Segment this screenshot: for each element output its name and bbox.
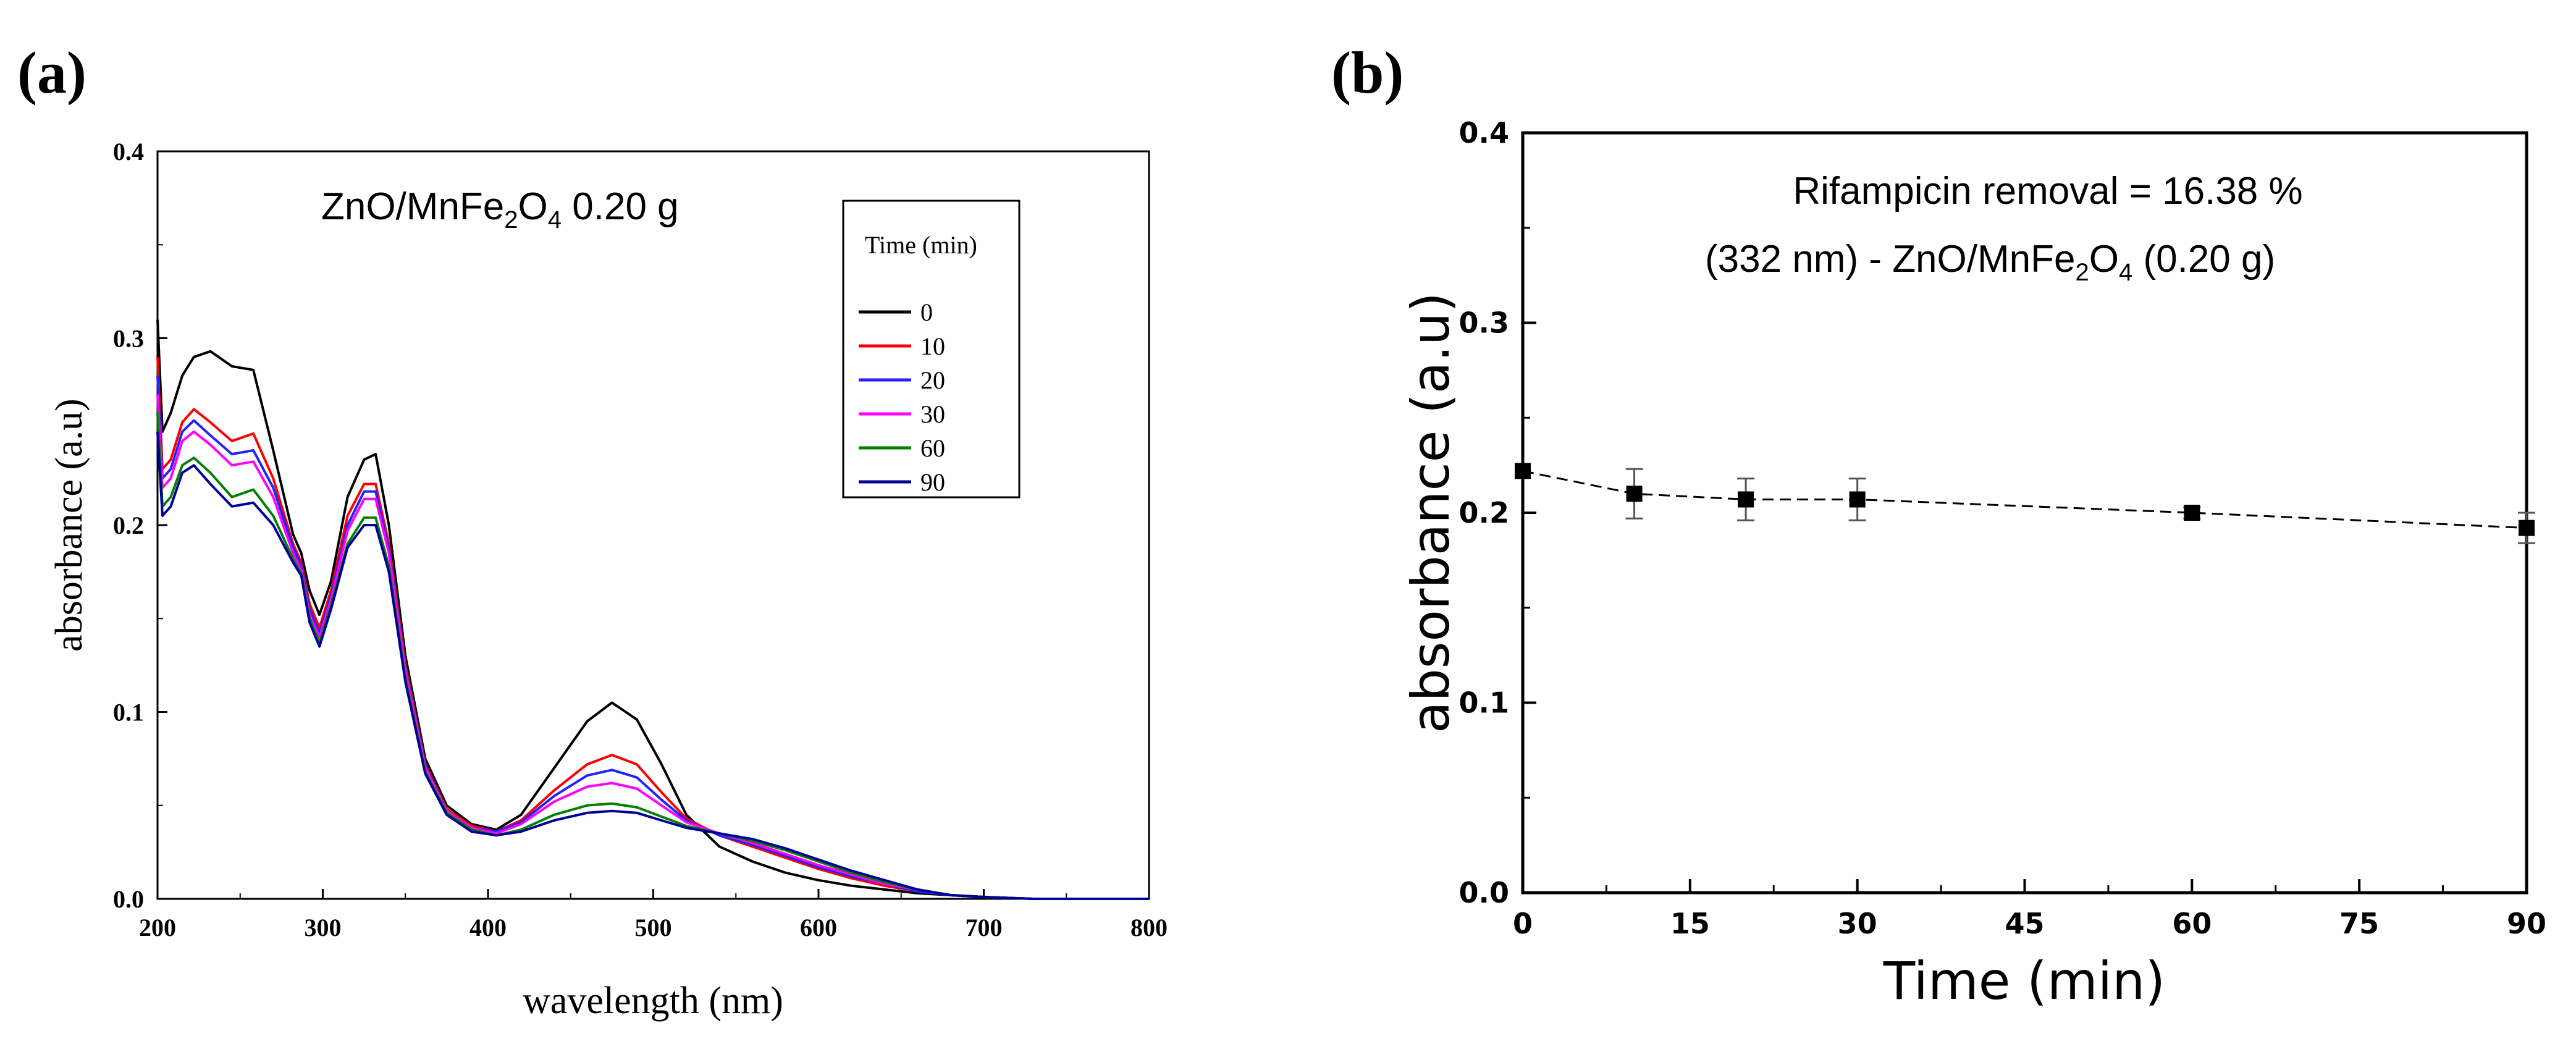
legend-label: 0 [920, 298, 933, 326]
y-tick-label-a: 0.4 [113, 138, 144, 166]
x-tick-label-b: 45 [2005, 907, 2044, 940]
data-point-t10 [1626, 486, 1643, 502]
y-ticks-b: 0.0 0.1 0.2 0.3 0.4 [1459, 116, 1536, 909]
panel-label-a: (a) [17, 40, 86, 106]
sample-annotation-a: ZnO/MnFe2O4 0.20 g [321, 185, 679, 234]
data-point-t30 [1849, 491, 1866, 508]
legend-item-30min: 30 [859, 400, 945, 428]
spectrum-line-90min [156, 431, 1149, 900]
legend-item-10min: 10 [859, 332, 945, 360]
y-tick-label-b: 0.4 [1459, 116, 1510, 149]
y-tick-label-b: 0.3 [1459, 306, 1510, 340]
spectrum-line-10min [156, 356, 1149, 900]
x-tick-label-b: 60 [2172, 907, 2212, 940]
x-tick-label-a: 700 [966, 914, 1003, 941]
legend-item-90min: 90 [859, 468, 945, 496]
x-tick-label-a: 500 [635, 914, 672, 941]
x-tick-label-a: 600 [800, 914, 837, 941]
x-ticks-a: 200 300 400 500 600 700 800 [139, 889, 1168, 941]
y-tick-label-b: 0.0 [1459, 876, 1510, 909]
x-tick-label-b: 90 [2507, 907, 2546, 940]
legend-a: Time (min) 0 10 20 30 60 90 [842, 200, 1021, 499]
y-tick-label-a: 0.2 [113, 512, 144, 539]
removal-annotation-line2: (332 nm) - ZnO/MnFe2O4 (0.20 g) [1705, 238, 2275, 286]
y-tick-label-a: 0.3 [113, 325, 144, 353]
x-tick-label-a: 800 [1130, 914, 1168, 941]
legend-label: 60 [920, 434, 945, 462]
data-point-t0 [1515, 463, 1531, 479]
x-tick-label-a: 200 [139, 914, 176, 941]
legend-box [842, 200, 1021, 499]
x-tick-label-b: 15 [1670, 907, 1710, 940]
spectrum-line-0min [156, 319, 1149, 900]
legend-label: 30 [920, 400, 945, 428]
x-axis-label-b: Time (min) [1883, 951, 2165, 1011]
data-point-t90 [2519, 520, 2535, 536]
x-tick-label-b: 75 [2339, 907, 2379, 940]
spectra-lines [156, 319, 1149, 900]
legend-item-20min: 20 [859, 366, 945, 394]
x-tick-label-b: 30 [1838, 907, 1877, 940]
legend-label: 90 [920, 468, 945, 496]
data-point-t60 [2184, 505, 2200, 521]
panel-a: (a) 0.00.10.20.30.4 200 300 400 500 600 700 80… [17, 40, 1168, 1022]
y-tick-label-b: 0.1 [1459, 686, 1510, 720]
y-tick-label-a: 0.1 [113, 699, 144, 726]
y-axis-label-b: absorbance (a.u) [1400, 292, 1461, 733]
spectrum-line-30min [156, 394, 1149, 900]
legend-title: Time (min) [865, 231, 977, 259]
x-tick-label-a: 300 [305, 914, 342, 941]
plot-frame-a [156, 150, 1150, 900]
x-tick-label-b: 0 [1513, 907, 1533, 940]
legend-label: 10 [920, 332, 945, 360]
y-tick-label-b: 0.2 [1459, 496, 1510, 529]
x-ticks-b: 0 15 30 45 60 75 90 [1513, 879, 2546, 940]
legend-label: 20 [920, 366, 945, 394]
spectrum-line-20min [156, 375, 1149, 900]
y-ticks-a: 0.0 0.1 0.2 0.3 0.4 [113, 138, 167, 913]
legend-item-0min: 0 [859, 298, 933, 326]
x-axis-label-a: wavelength (nm) [523, 980, 783, 1022]
trend-line [1522, 470, 2527, 529]
x-tick-label-a: 400 [469, 914, 507, 941]
data-point-t20 [1738, 491, 1754, 508]
y-tick-label-a: 0.0 [113, 885, 144, 913]
legend-item-60min: 60 [859, 434, 945, 462]
panel-b: (b) 0.0 0.1 0.2 0.3 0.4 0 15 30 45 60 75 90 Rifamp… [1331, 40, 2546, 1011]
y-axis-label-a: absorbance (a.u) [48, 398, 90, 652]
removal-series [1515, 463, 2535, 544]
removal-annotation-line1: Rifampicin removal = 16.38 % [1793, 170, 2302, 213]
spectrum-line-60min [156, 413, 1149, 900]
panel-label-b: (b) [1331, 40, 1404, 106]
